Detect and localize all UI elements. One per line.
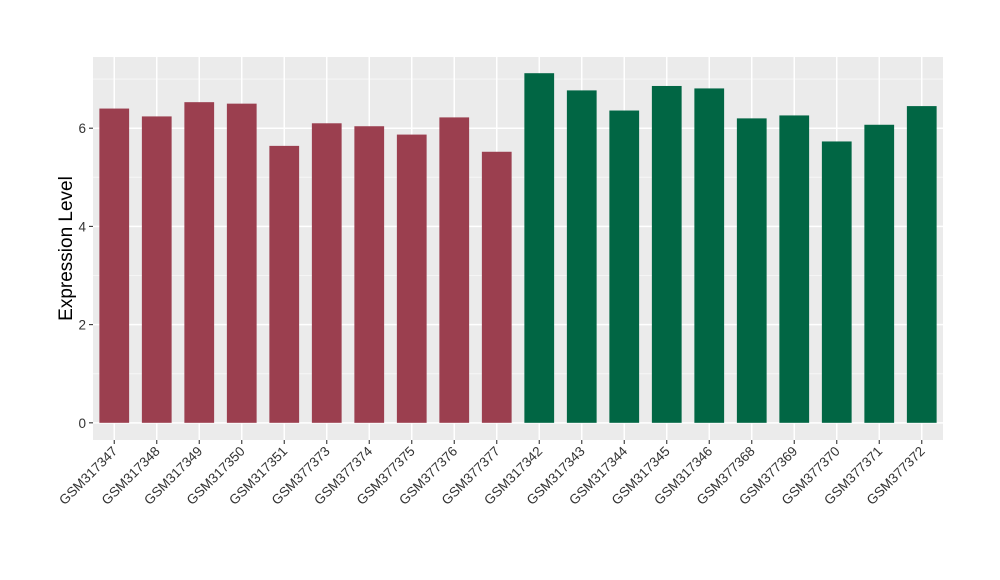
bar-GSM377370 — [821, 141, 852, 423]
bar-GSM317344 — [609, 110, 640, 423]
bar-GSM377376 — [439, 117, 470, 423]
bar-GSM317349 — [184, 102, 215, 423]
bar-GSM377375 — [396, 134, 427, 423]
bar-GSM377374 — [354, 126, 385, 423]
plot-panel — [93, 57, 943, 440]
bar-GSM377369 — [779, 115, 810, 423]
bars — [99, 73, 937, 423]
y-axis-title: Expression Level — [56, 176, 77, 321]
y-tick-label: 0 — [78, 416, 86, 431]
bar-GSM377368 — [736, 118, 767, 423]
bar-GSM317342 — [524, 73, 555, 423]
bar-GSM317345 — [651, 85, 682, 423]
x-axis: GSM317347GSM317348GSM317349GSM317350GSM3… — [56, 440, 928, 508]
bar-GSM377377 — [481, 151, 512, 423]
bar-GSM377373 — [311, 123, 342, 423]
bar-GSM317343 — [566, 90, 597, 423]
bar-GSM317351 — [269, 145, 300, 423]
bar-GSM377371 — [864, 124, 895, 423]
bar-GSM377372 — [906, 106, 937, 423]
y-tick-label: 6 — [78, 121, 86, 136]
y-axis: 0 2 4 6 — [78, 121, 93, 431]
bar-GSM317350 — [226, 103, 257, 423]
y-tick-label: 4 — [78, 219, 86, 234]
bar-GSM317347 — [99, 108, 130, 423]
bar-GSM317348 — [141, 116, 172, 423]
bar-GSM317346 — [694, 88, 725, 423]
y-tick-label: 2 — [78, 318, 86, 333]
